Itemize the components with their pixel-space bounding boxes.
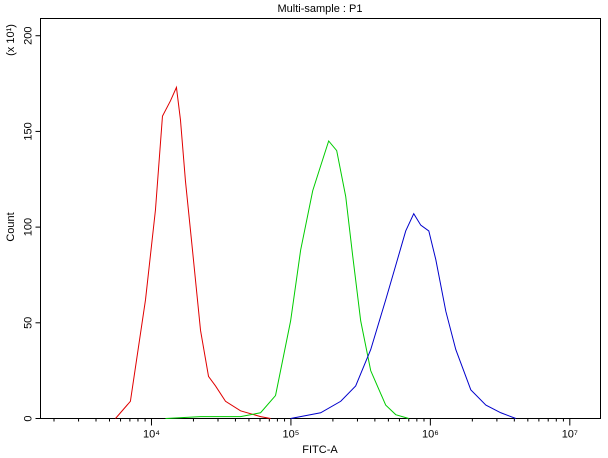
y-tick-label: 200 [22, 27, 34, 45]
histogram-line [290, 212, 516, 419]
x-tick-label: 10⁶ [422, 428, 439, 440]
histogram-line [165, 139, 409, 419]
chart-title: Multi-sample : P1 [278, 3, 363, 15]
y-tick-label: 0 [22, 415, 34, 421]
x-tick-label: 10⁴ [143, 428, 160, 440]
y-axis-label: Count [5, 212, 17, 241]
histogram-line [115, 85, 271, 419]
x-axis-label: FITC-A [302, 444, 338, 456]
y-tick-label: 150 [22, 122, 34, 140]
plot-frame [40, 18, 601, 419]
x-tick-label: 10⁵ [283, 428, 300, 440]
y-multiplier: (x 10¹) [5, 24, 17, 56]
y-tick-label: 50 [22, 317, 34, 329]
x-tick-label: 10⁷ [562, 428, 578, 440]
y-tick-label: 100 [22, 218, 34, 236]
